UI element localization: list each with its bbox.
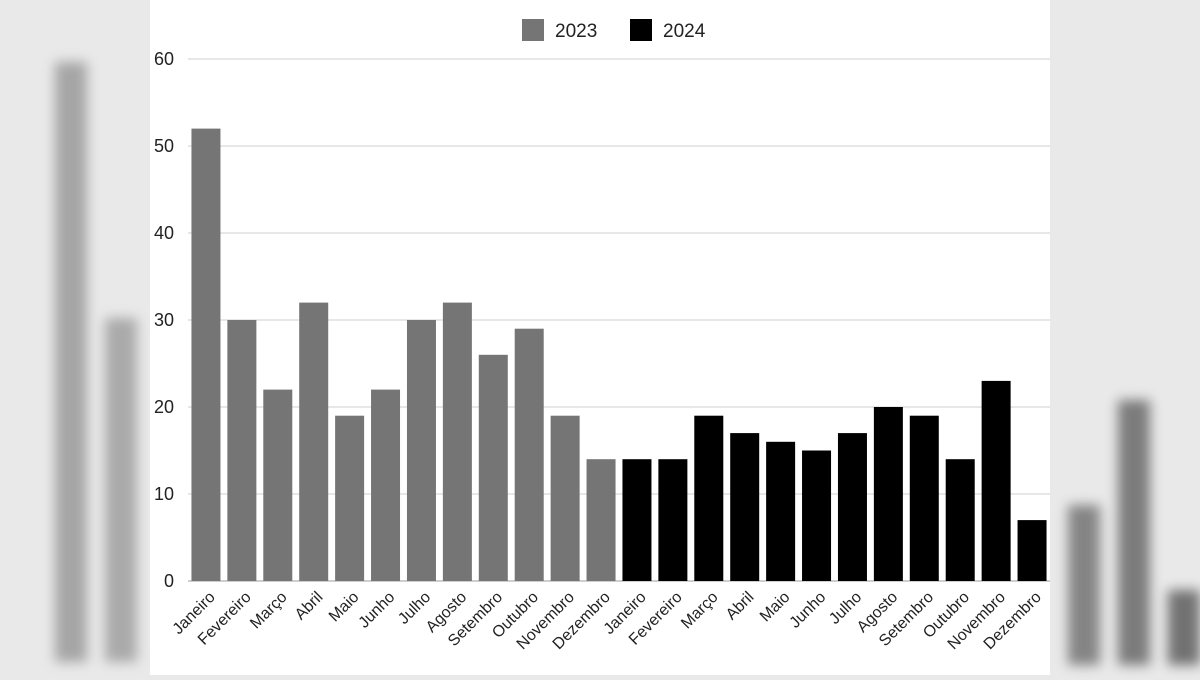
y-tick-label: 20 xyxy=(154,397,174,417)
x-tick-label: Abril xyxy=(292,589,327,624)
x-tick-label: Março xyxy=(247,589,291,633)
bar-2024-11[interactable] xyxy=(981,380,1011,581)
x-tick-label: Junho xyxy=(787,589,830,632)
x-tick-label: Março xyxy=(678,589,722,633)
bar-2024-5[interactable] xyxy=(766,441,796,581)
legend-swatch-2023 xyxy=(522,19,544,41)
bar-2024-12[interactable] xyxy=(1017,520,1047,581)
legend-label-2024: 2024 xyxy=(663,21,706,42)
legend-label-2023: 2023 xyxy=(555,21,597,42)
bar-2023-3[interactable] xyxy=(263,389,293,581)
bar-2024-4[interactable] xyxy=(730,433,760,581)
bar-2024-7[interactable] xyxy=(837,433,867,581)
bar-2023-1[interactable] xyxy=(191,128,221,581)
bar-2024-9[interactable] xyxy=(909,415,939,581)
bar-2023-9[interactable] xyxy=(478,354,508,581)
bar-2023-6[interactable] xyxy=(371,389,401,581)
bar-2023-2[interactable] xyxy=(227,320,257,581)
bar-2024-6[interactable] xyxy=(802,450,832,582)
x-tick-label: Abril xyxy=(723,589,758,624)
legend-swatch-2024 xyxy=(630,19,652,41)
y-tick-label: 30 xyxy=(154,310,174,330)
y-tick-label: 60 xyxy=(154,49,174,69)
bar-2023-5[interactable] xyxy=(335,415,365,581)
bar-2023-7[interactable] xyxy=(406,320,436,581)
y-tick-label: 40 xyxy=(154,223,174,243)
bar-2024-10[interactable] xyxy=(945,459,975,581)
bar-2024-2[interactable] xyxy=(658,459,688,581)
y-tick-label: 10 xyxy=(154,484,174,504)
bar-2024-1[interactable] xyxy=(622,459,652,581)
y-tick-label: 0 xyxy=(164,571,174,591)
chart-panel: 0 10 20 30 40 50 60 Janeiro Fevereiro Março Abril M… xyxy=(150,0,1050,675)
bar-2023-10[interactable] xyxy=(514,328,544,581)
bar-2024-8[interactable] xyxy=(873,407,903,581)
bar-2023-11[interactable] xyxy=(550,415,580,581)
bar-2023-4[interactable] xyxy=(299,302,329,581)
bar-2024-3[interactable] xyxy=(694,415,724,581)
y-tick-label: 50 xyxy=(154,136,174,156)
bar-2023-12[interactable] xyxy=(586,459,616,581)
x-tick-label: Junho xyxy=(356,589,399,632)
bar-2023-8[interactable] xyxy=(442,302,472,581)
